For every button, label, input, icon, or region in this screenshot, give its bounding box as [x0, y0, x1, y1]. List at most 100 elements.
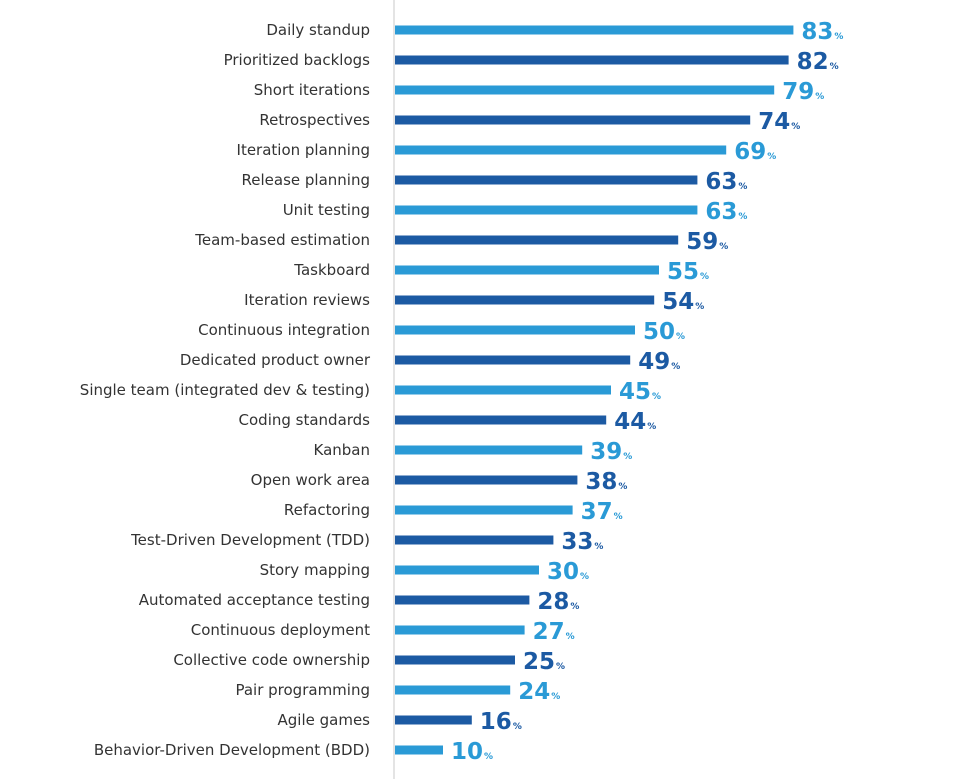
value-number: 69 — [734, 139, 766, 165]
bar — [395, 235, 679, 245]
value-number: 30 — [547, 559, 579, 585]
bar — [395, 115, 751, 125]
value-label: 79% — [782, 79, 824, 105]
category-label: Unit testing — [283, 201, 370, 219]
value-number: 44 — [614, 409, 646, 435]
value-number: 39 — [590, 439, 622, 465]
bar — [395, 595, 530, 605]
category-label: Kanban — [314, 441, 371, 459]
value-percent-sign: % — [484, 752, 493, 762]
bar — [395, 145, 727, 155]
value-number: 45 — [619, 379, 651, 405]
value-percent-sign: % — [738, 212, 747, 222]
value-label: 10% — [451, 739, 493, 765]
bar — [395, 415, 607, 425]
value-label: 50% — [643, 319, 685, 345]
bar — [395, 85, 775, 95]
category-label: Taskboard — [293, 261, 370, 279]
category-label: Iteration planning — [237, 141, 370, 159]
value-percent-sign: % — [551, 692, 560, 702]
bar — [395, 25, 794, 35]
value-label: 63% — [705, 169, 747, 195]
value-label: 44% — [614, 409, 656, 435]
value-percent-sign: % — [513, 722, 522, 732]
bar — [395, 445, 583, 455]
category-label: Continuous integration — [198, 321, 370, 339]
category-label: Story mapping — [260, 561, 370, 579]
category-label: Refactoring — [284, 501, 370, 519]
value-percent-sign: % — [614, 512, 623, 522]
value-label: 54% — [662, 289, 704, 315]
category-label: Iteration reviews — [244, 291, 370, 309]
value-number: 54 — [662, 289, 694, 315]
value-label: 38% — [585, 469, 627, 495]
category-label: Prioritized backlogs — [224, 51, 371, 69]
value-number: 59 — [686, 229, 718, 255]
category-label: Open work area — [251, 471, 370, 489]
value-number: 83 — [801, 19, 833, 45]
value-number: 63 — [705, 169, 737, 195]
value-percent-sign: % — [695, 302, 704, 312]
value-label: 30% — [547, 559, 589, 585]
value-percent-sign: % — [815, 92, 824, 102]
bar — [395, 355, 631, 365]
value-label: 33% — [561, 529, 603, 555]
bar — [395, 175, 698, 185]
value-percent-sign: % — [647, 422, 656, 432]
bar — [395, 685, 511, 695]
value-percent-sign: % — [580, 572, 589, 582]
category-label: Coding standards — [239, 411, 371, 429]
category-label: Pair programming — [235, 681, 370, 699]
value-percent-sign: % — [618, 482, 627, 492]
bar — [395, 535, 554, 545]
bar — [395, 715, 472, 725]
bar — [395, 565, 539, 575]
value-percent-sign: % — [767, 152, 776, 162]
value-label: 28% — [537, 589, 579, 615]
value-label: 59% — [686, 229, 728, 255]
bar — [395, 505, 573, 515]
value-percent-sign: % — [700, 272, 709, 282]
category-label: Collective code ownership — [173, 651, 370, 669]
value-percent-sign: % — [566, 632, 575, 642]
category-label: Retrospectives — [259, 111, 370, 129]
category-label: Automated acceptance testing — [139, 591, 370, 609]
value-percent-sign: % — [738, 182, 747, 192]
value-label: 83% — [801, 19, 843, 45]
value-percent-sign: % — [719, 242, 728, 252]
value-percent-sign: % — [556, 662, 565, 672]
bar — [395, 745, 443, 755]
value-label: 45% — [619, 379, 661, 405]
category-label: Continuous deployment — [191, 621, 370, 639]
category-label: Single team (integrated dev & testing) — [80, 381, 370, 399]
value-number: 63 — [705, 199, 737, 225]
bar — [395, 475, 578, 485]
value-percent-sign: % — [594, 542, 603, 552]
bar — [395, 385, 611, 395]
category-label: Test-Driven Development (TDD) — [130, 531, 370, 549]
value-number: 79 — [782, 79, 814, 105]
category-label: Team-based estimation — [194, 231, 370, 249]
value-number: 38 — [585, 469, 617, 495]
value-percent-sign: % — [676, 332, 685, 342]
value-label: 24% — [518, 679, 560, 705]
value-percent-sign: % — [652, 392, 661, 402]
value-number: 50 — [643, 319, 675, 345]
value-number: 74 — [758, 109, 790, 135]
category-label: Agile games — [278, 711, 371, 729]
bar — [395, 295, 655, 305]
value-number: 16 — [480, 709, 512, 735]
value-number: 28 — [537, 589, 569, 615]
category-label: Dedicated product owner — [180, 351, 371, 369]
value-number: 10 — [451, 739, 483, 765]
bar — [395, 205, 698, 215]
value-label: 69% — [734, 139, 776, 165]
bar — [395, 625, 525, 635]
value-percent-sign: % — [791, 122, 800, 132]
category-label: Short iterations — [254, 81, 370, 99]
value-number: 55 — [667, 259, 699, 285]
value-number: 24 — [518, 679, 550, 705]
bar — [395, 655, 515, 665]
value-label: 74% — [758, 109, 800, 135]
